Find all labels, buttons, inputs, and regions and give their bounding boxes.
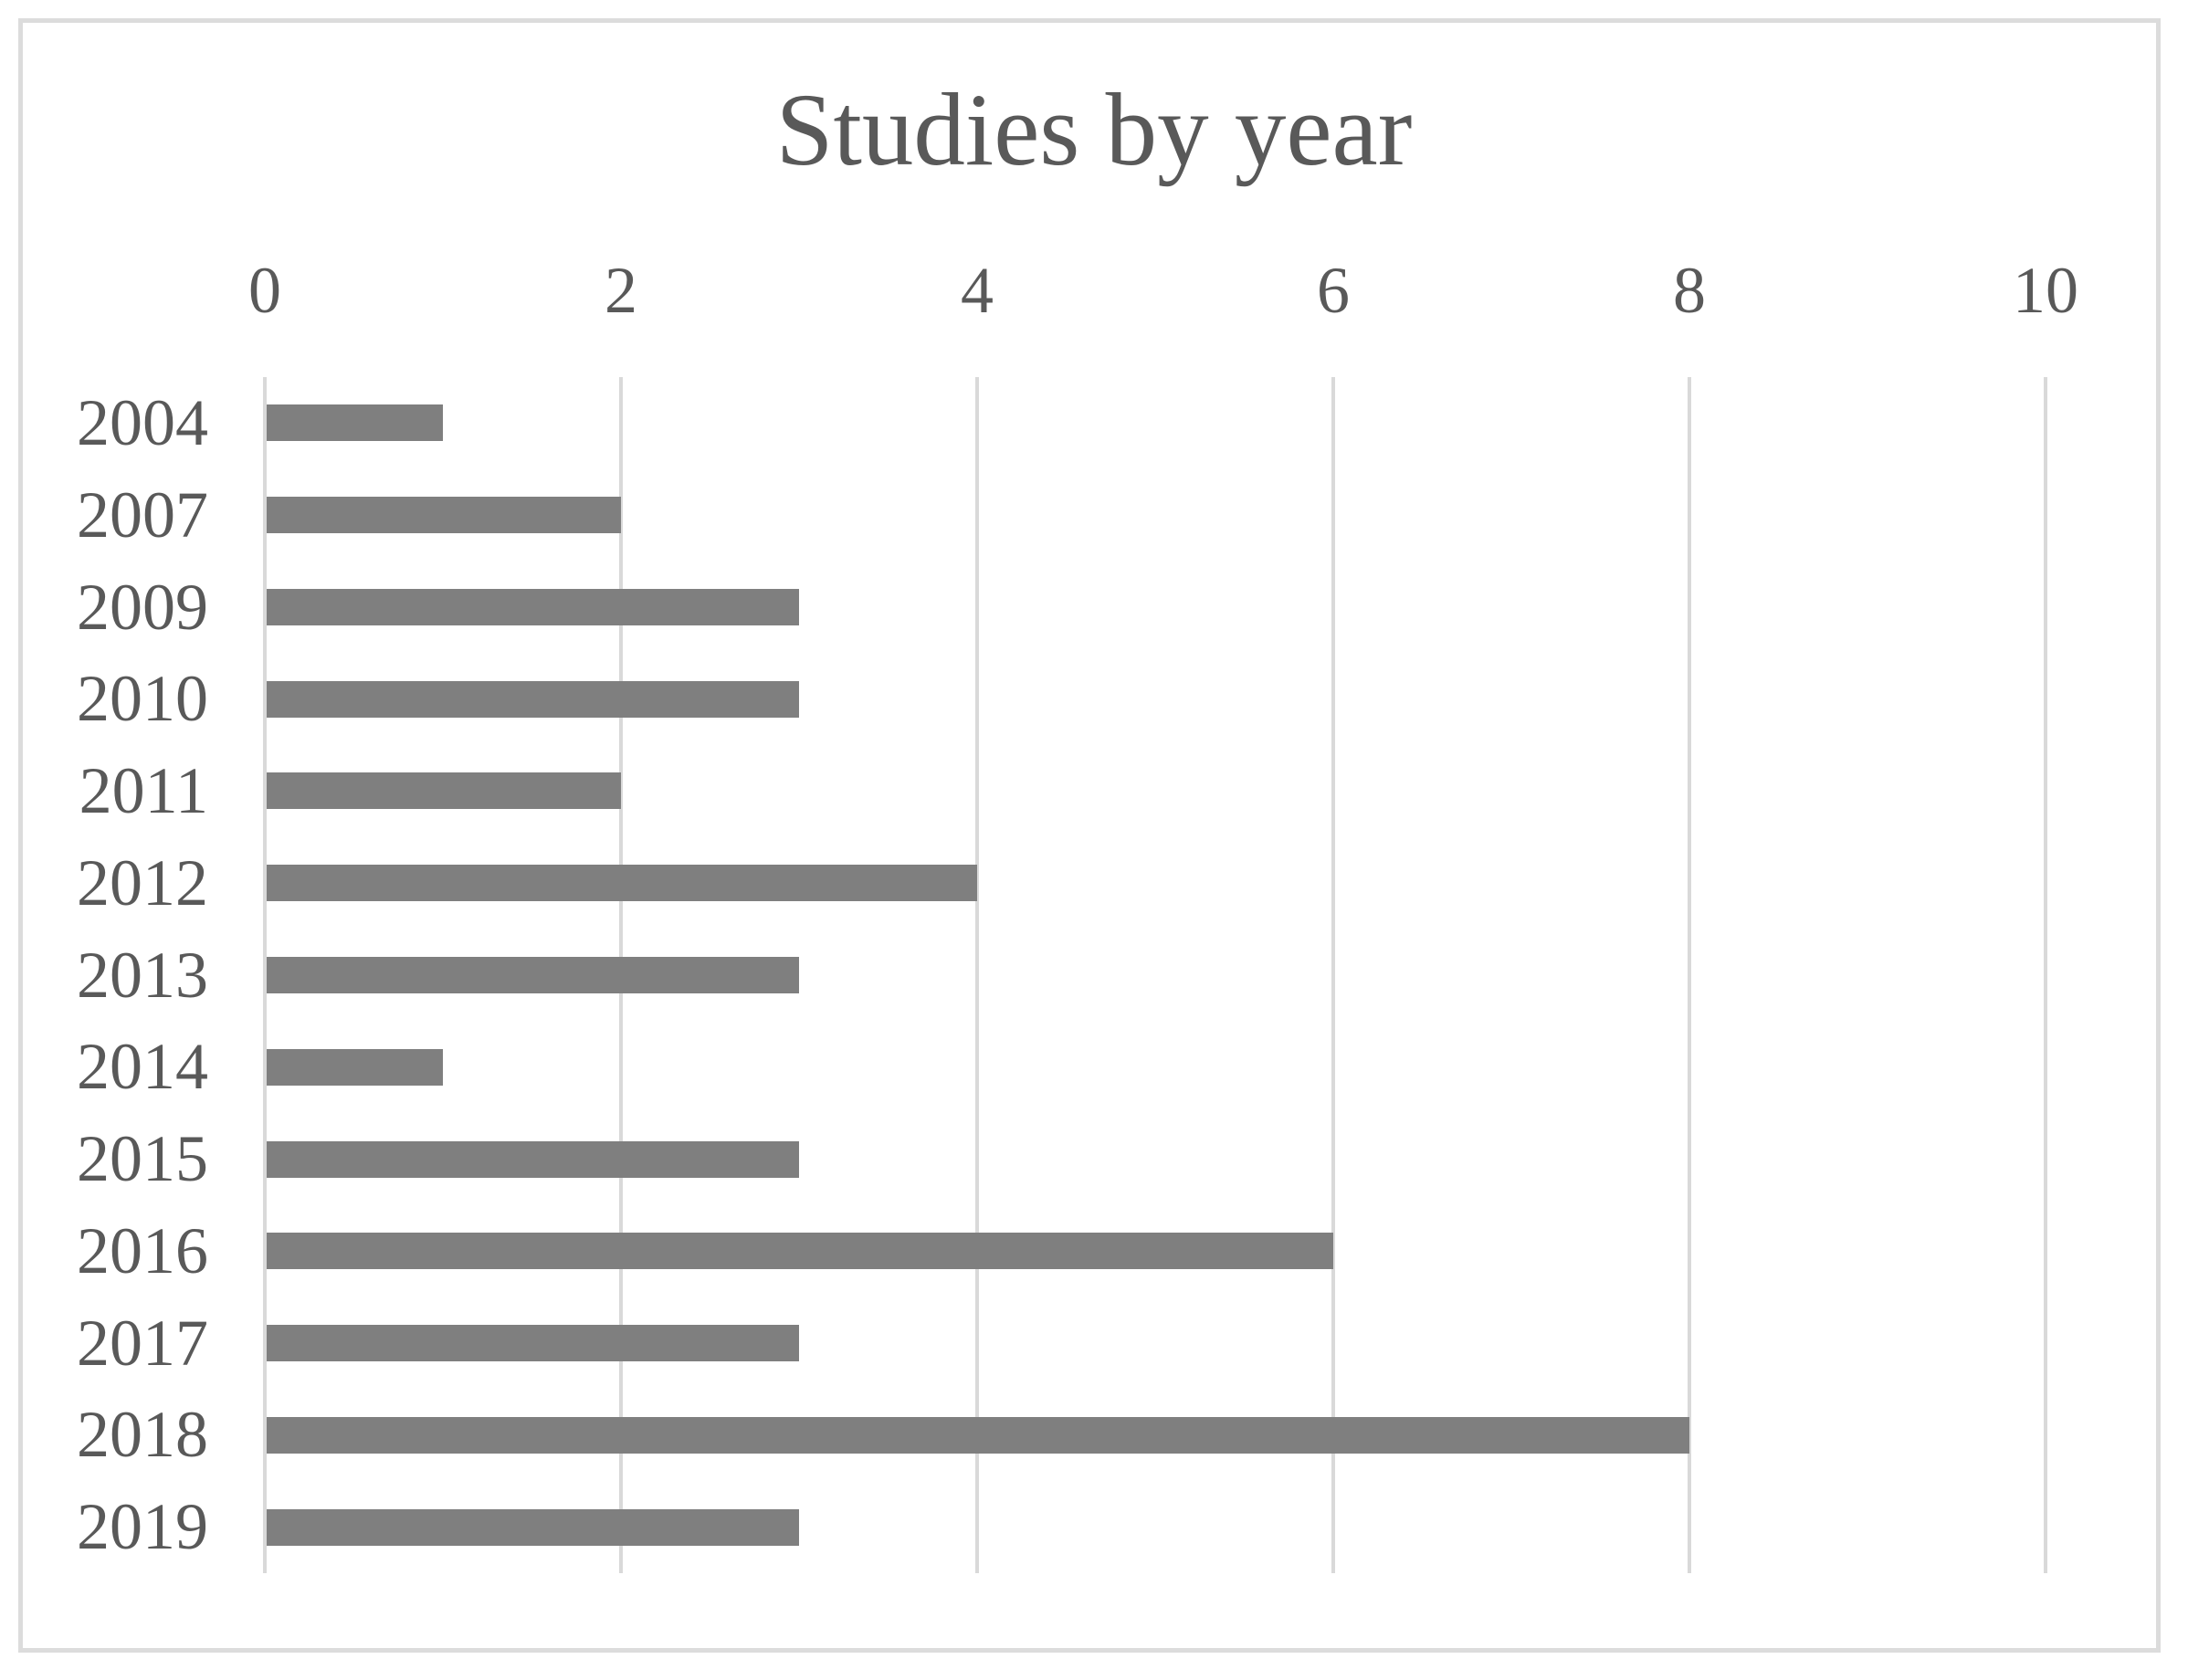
y-category-label: 2009 (77, 570, 208, 644)
y-category-label: 2017 (77, 1306, 208, 1380)
gridline (1688, 377, 1691, 1573)
bar-2012 (267, 865, 977, 902)
x-tick-label: 0 (248, 254, 281, 327)
y-category-label: 2004 (77, 386, 208, 459)
bar-2019 (267, 1508, 799, 1546)
value-axis-line (263, 377, 267, 1573)
bar-2017 (267, 1325, 799, 1362)
bar-2016 (267, 1233, 1333, 1270)
bar-2004 (267, 404, 443, 442)
y-category-label: 2011 (79, 754, 208, 828)
bar-2007 (267, 497, 621, 534)
bar-2015 (267, 1140, 799, 1178)
y-category-label: 2012 (77, 845, 208, 919)
x-tick-label: 6 (1317, 254, 1350, 327)
chart-outer-border (18, 18, 2161, 1653)
bar-2013 (267, 957, 799, 993)
x-tick-label: 4 (961, 254, 994, 327)
y-category-label: 2016 (77, 1213, 208, 1287)
gridline (975, 377, 979, 1573)
bar-2018 (267, 1416, 1689, 1454)
y-category-label: 2018 (77, 1398, 208, 1472)
chart-title: Studies by year (775, 73, 1413, 187)
bar-2011 (267, 772, 621, 810)
y-category-label: 2007 (77, 478, 208, 551)
bar-2014 (267, 1048, 443, 1086)
x-tick-label: 8 (1673, 254, 1706, 327)
x-tick-label: 2 (605, 254, 637, 327)
y-category-label: 2015 (77, 1122, 208, 1196)
gridline (2044, 377, 2047, 1573)
bar-2009 (267, 588, 799, 625)
y-category-label: 2019 (77, 1490, 208, 1564)
y-category-label: 2014 (77, 1030, 208, 1104)
bar-2010 (267, 680, 799, 718)
gridline (1331, 377, 1335, 1573)
y-category-label: 2010 (77, 662, 208, 736)
x-tick-label: 10 (2013, 254, 2078, 327)
y-category-label: 2013 (77, 938, 208, 1012)
